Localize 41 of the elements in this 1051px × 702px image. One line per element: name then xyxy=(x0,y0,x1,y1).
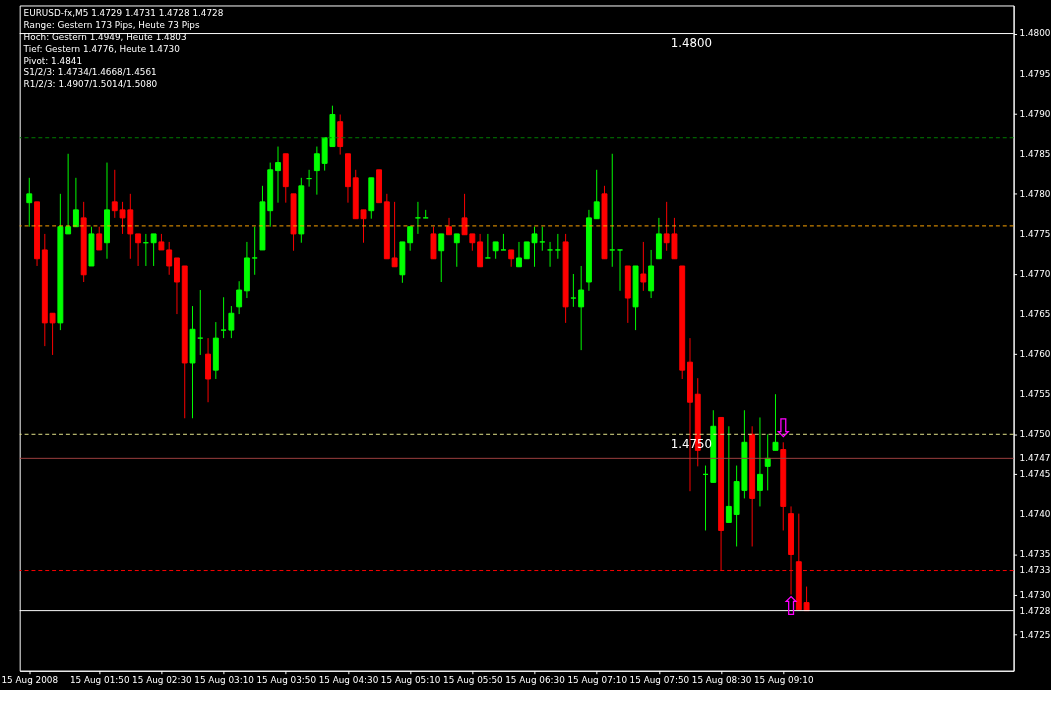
y-tick-label: 1.4760 xyxy=(1019,349,1051,360)
y-tick-label: 1.4740 xyxy=(1019,509,1051,520)
annotation: S1/2/3: 1.4734/1.4668/1.4561 xyxy=(23,67,157,78)
annotation: Range: Gestern 173 Pips, Heute 73 Pips xyxy=(23,20,200,31)
annotation: R1/2/3: 1.4907/1.5014/1.5080 xyxy=(23,79,158,90)
x-tick-label: 15 Aug 09:10 xyxy=(753,675,814,686)
annotation: ⇩ xyxy=(772,413,794,444)
y-tick-label: 1.4800 xyxy=(1019,28,1051,39)
y-tick-label: 1.4780 xyxy=(1019,188,1051,199)
x-tick-label: 15 Aug 06:30 xyxy=(505,675,566,686)
y-tick-label: 1.4730 xyxy=(1019,589,1051,600)
x-tick-label: 15 Aug 01:50 xyxy=(69,675,130,686)
y-tick-label: 1.4785 xyxy=(1019,148,1051,159)
chart-title: EURUSD-fx,M5 1.4729 1.4731 1.4728 1.4728 xyxy=(23,8,224,19)
x-tick-label: 15 Aug 03:50 xyxy=(256,675,317,686)
x-tick-label: 15 Aug 08:30 xyxy=(691,675,752,686)
x-tick-label: 15 Aug 05:50 xyxy=(443,675,504,686)
y-tick-label: 1.4733 xyxy=(1019,565,1051,576)
y-tick-label: 1.4745 xyxy=(1019,469,1051,480)
ref-line-label: 1.4800 xyxy=(670,36,712,51)
y-tick-label: 1.4790 xyxy=(1019,108,1051,119)
y-tick-label: 1.4755 xyxy=(1019,389,1051,400)
x-tick-label: 15 Aug 05:10 xyxy=(380,675,441,686)
y-tick-label: 1.4735 xyxy=(1019,549,1051,560)
y-tick-label: 1.4725 xyxy=(1019,629,1051,640)
annotation: Pivot: 1.4841 xyxy=(23,55,83,66)
x-tick-label: 15 Aug 2008 xyxy=(1,675,59,686)
y-tick-label: 1.4728 xyxy=(1019,605,1051,616)
y-tick-label: 1.4775 xyxy=(1019,228,1051,239)
y-tick-label: 1.4770 xyxy=(1019,268,1051,279)
annotation: Tief: Gestern 1.4776, Heute 1.4730 xyxy=(22,43,181,54)
x-tick-label: 15 Aug 07:50 xyxy=(629,675,690,686)
y-tick-label: 1.4747 xyxy=(1019,453,1051,464)
y-tick-label: 1.4795 xyxy=(1019,68,1051,79)
x-tick-label: 15 Aug 04:30 xyxy=(318,675,379,686)
annotation: Hoch: Gestern 1.4949, Heute 1.4803 xyxy=(23,31,187,42)
x-tick-label: 15 Aug 02:30 xyxy=(132,675,193,686)
x-tick-label: 15 Aug 07:10 xyxy=(567,675,628,686)
y-tick-label: 1.4765 xyxy=(1019,309,1051,320)
y-tick-label: 1.4750 xyxy=(1019,429,1051,440)
x-tick-label: 15 Aug 03:10 xyxy=(194,675,255,686)
